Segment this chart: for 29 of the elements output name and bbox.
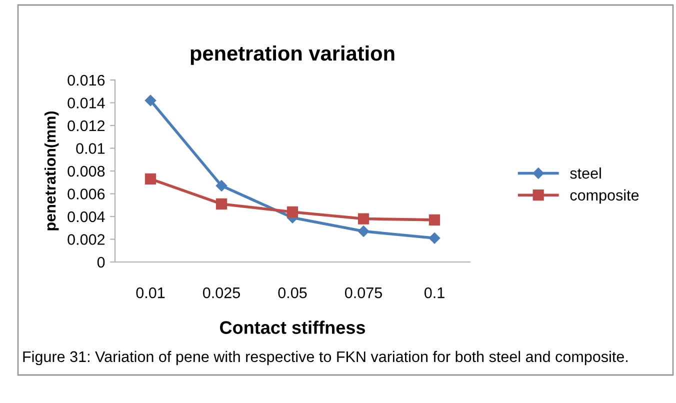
- point: [144, 94, 156, 106]
- x-tick-label: 0.05: [278, 287, 307, 298]
- y-tick-label: 0.014: [68, 98, 105, 108]
- y-tick-label: 0.01: [76, 143, 105, 154]
- y-axis-title: penetration(mm): [44, 111, 59, 230]
- point: [358, 213, 370, 224]
- point: [216, 198, 228, 210]
- x-tick-label: 0.025: [202, 287, 240, 298]
- y-tick-label: 0.004: [68, 211, 105, 222]
- y-tick-label: 0.012: [68, 120, 105, 132]
- legend-label: composite: [570, 189, 639, 204]
- x-tick-label: 0.075: [344, 287, 382, 298]
- x-tick-label: 0.01: [136, 287, 165, 298]
- point: [286, 206, 298, 218]
- caption: Figure 31: Variation of pene with respective to FKN variation for both steel and composite.: [23, 350, 628, 366]
- y-tick-label: 0.008: [68, 166, 105, 177]
- point: [428, 232, 440, 244]
- point: [358, 226, 370, 237]
- point: [216, 180, 228, 192]
- y-tick-label: 0: [97, 256, 105, 268]
- chart-title: penetration variation: [190, 45, 394, 65]
- x-tick-label: 0.1: [424, 287, 444, 298]
- y-tick-label: 0.002: [68, 234, 105, 245]
- y-tick-label: 0.006: [68, 188, 105, 200]
- point: [144, 173, 156, 185]
- legend-label: steel: [570, 168, 601, 179]
- point: [428, 214, 440, 226]
- y-tick-label: 0.016: [68, 74, 105, 86]
- x-axis-title: Contact stiffness: [220, 320, 366, 334]
